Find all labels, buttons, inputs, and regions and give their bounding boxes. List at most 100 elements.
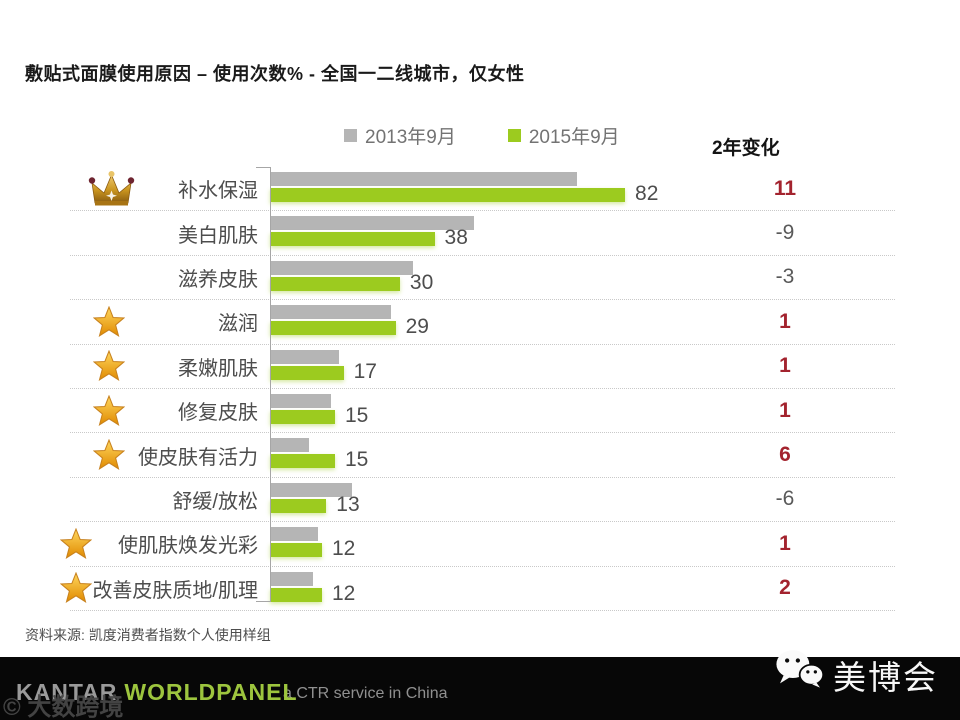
change-value: -6 (775, 487, 795, 511)
change-value: 1 (779, 309, 791, 333)
source-note: 资料来源: 凯度消费者指数个人使用样组 (25, 627, 271, 643)
change-value: 1 (779, 531, 791, 555)
legend-label-2013: 2013年9月 (365, 127, 456, 148)
bar-2013 (270, 393, 331, 408)
bar-2015 (270, 454, 335, 469)
kantar-wordmark: KANTAR (16, 679, 118, 705)
chart-row: 柔嫩肌肤 17 1 (70, 345, 895, 389)
change-value: -3 (775, 265, 795, 289)
star-icon (92, 394, 126, 427)
category-label-text: 舒缓/放松 (172, 490, 258, 513)
chart-rows: 补水保湿 82 11 美白肌肤 38 -9 滋养皮肤 30 -3 滋润 29 1 柔嫩肌肤 17 1 修复皮肤… (59, 167, 895, 611)
brand-tagline: a CTR service in China (283, 685, 448, 702)
crown-icon (88, 170, 135, 208)
bar-2013 (270, 216, 474, 231)
bar-2015 (270, 365, 344, 380)
change-value: -9 (775, 221, 795, 245)
category-label: 滋养皮肤 (70, 256, 266, 299)
bar-2013 (270, 482, 353, 497)
value-label-2015: 17 (353, 359, 377, 383)
bar-2015 (270, 498, 327, 513)
category-label: 使肌肤焕发光彩 (70, 522, 266, 565)
chart-row: 使皮肤有活力 15 6 (70, 433, 895, 478)
footer-bar: KANTAR WORLDPANEL a CTR service in China … (0, 650, 960, 720)
category-label-text: 柔嫩肌肤 (178, 357, 258, 380)
chart-row: 滋润 29 1 (70, 300, 895, 345)
chart-row: 修复皮肤 15 1 (70, 389, 895, 434)
star-icon (92, 349, 126, 382)
chart-legend: 2013年9月 2015年9月 (344, 122, 620, 149)
bar-2015 (270, 188, 626, 202)
axis-tick-bottom (256, 601, 271, 602)
wechat-icon (775, 648, 825, 688)
category-label: 滋润 (70, 300, 266, 343)
kantar-worldpanel-logo: KANTAR WORLDPANEL (16, 679, 298, 706)
chart-row: 滋养皮肤 30 -3 (70, 256, 895, 301)
category-label: 柔嫩肌肤 (70, 345, 266, 388)
category-label: 舒缓/放松 (70, 478, 266, 521)
category-label-text: 改善皮肤质地/肌理 (92, 579, 258, 602)
worldpanel-wordmark: WORLDPANEL (124, 679, 298, 705)
change-value: 1 (779, 398, 791, 422)
chart-row: 使肌肤焕发光彩 12 1 (59, 522, 895, 567)
legend-item-2013: 2013年9月 (344, 122, 456, 149)
chart-row: 补水保湿 82 11 (70, 167, 895, 212)
value-label-2015: 15 (344, 403, 369, 427)
bar-2013 (270, 349, 340, 364)
star-icon (92, 438, 126, 471)
value-label-2015: 38 (444, 226, 468, 250)
category-label-text: 使肌肤焕发光彩 (118, 535, 258, 558)
chart-row: 美白肌肤 38 -9 (70, 211, 895, 256)
category-label: 美白肌肤 (70, 211, 266, 254)
chart-row: 改善皮肤质地/肌理 12 2 (59, 567, 895, 611)
category-label-text: 使皮肤有活力 (138, 446, 258, 469)
chart-axis (270, 167, 271, 601)
change-column-header: 2年变化 (712, 138, 780, 159)
chart-row: 舒缓/放松 13 -6 (70, 478, 895, 523)
category-label: 修复皮肤 (70, 389, 266, 432)
bar-2015 (270, 409, 335, 424)
value-label-2015: 15 (344, 448, 369, 472)
category-label: 改善皮肤质地/肌理 (70, 567, 266, 610)
value-label-2015: 12 (331, 537, 356, 561)
value-label-2015: 29 (405, 315, 429, 339)
bar-2015 (270, 543, 322, 558)
category-label-text: 滋养皮肤 (178, 268, 258, 291)
category-label-text: 美白肌肤 (178, 224, 258, 247)
bar-2015 (270, 587, 322, 602)
bar-2013 (270, 571, 314, 586)
legend-swatch-2013-icon (344, 129, 357, 142)
value-label-2015: 82 (635, 182, 659, 205)
bar-2013 (270, 172, 578, 186)
value-label-2015: 13 (336, 492, 360, 516)
category-label-text: 滋润 (218, 313, 258, 336)
bar-2015 (270, 321, 396, 336)
bar-2015 (270, 276, 400, 291)
axis-tick-top (256, 167, 271, 168)
bar-2013 (270, 305, 392, 320)
category-label-text: 修复皮肤 (178, 402, 258, 425)
value-label-2015: 30 (409, 270, 434, 294)
star-icon (59, 571, 93, 604)
page-title: 敷贴式面膜使用原因 – 使用次数% - 全国一二线城市，仅女性 (25, 64, 525, 84)
bar-2013 (270, 260, 413, 275)
bar-2013 (270, 438, 309, 453)
legend-label-2015: 2015年9月 (528, 127, 620, 148)
legend-item-2015: 2015年9月 (507, 122, 620, 149)
category-label: 使皮肤有活力 (70, 433, 266, 476)
watermark: © 大数跨境 (3, 694, 124, 720)
bar-2015 (270, 232, 435, 247)
legend-swatch-2015-icon (507, 129, 521, 142)
change-value: 1 (779, 354, 791, 378)
category-label: 补水保湿 (70, 167, 266, 210)
change-value: 2 (779, 576, 791, 600)
value-label-2015: 12 (331, 581, 356, 605)
category-label-text: 补水保湿 (178, 180, 258, 203)
bar-2013 (270, 527, 318, 542)
star-icon (59, 527, 93, 560)
star-icon (92, 305, 126, 338)
change-value: 6 (779, 443, 791, 467)
change-value: 11 (773, 176, 797, 200)
wechat-account-name: 美博会 (833, 659, 938, 696)
